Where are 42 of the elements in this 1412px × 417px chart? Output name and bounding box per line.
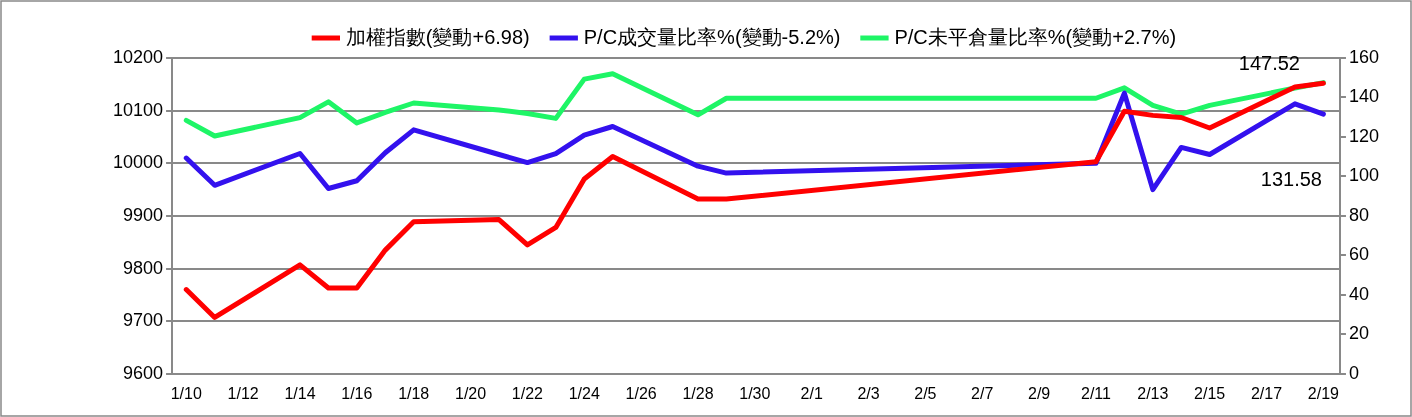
y2-tick-label: 160 xyxy=(1348,46,1380,67)
y-tick-label: 9900 xyxy=(123,204,164,225)
x-tick-label: 1/28 xyxy=(682,384,714,402)
y-tick-label: 9600 xyxy=(123,362,164,383)
x-tick-label: 2/5 xyxy=(914,384,937,402)
x-tick-label: 2/19 xyxy=(1307,384,1340,402)
y2-tick-label: 100 xyxy=(1348,165,1380,186)
x-tick-label: 2/9 xyxy=(1027,384,1051,402)
y2-tick-label: 140 xyxy=(1348,86,1380,107)
y2-tick-label: 120 xyxy=(1348,125,1380,146)
x-tick-label: 1/14 xyxy=(284,384,316,402)
x-tick-label: 1/22 xyxy=(511,384,544,402)
y-tick-label: 9700 xyxy=(123,310,164,331)
y2-tick-label: 80 xyxy=(1348,204,1369,225)
annotation: 131.58 xyxy=(1260,167,1322,190)
y2-tick-label: 20 xyxy=(1348,323,1369,344)
legend-label: P/C成交量比率%(變動-5.2%) xyxy=(583,25,841,48)
legend-label: P/C未平倉量比率%(變動+2.7%) xyxy=(894,25,1177,48)
x-tick-label: 2/11 xyxy=(1080,384,1112,402)
x-tick-label: 2/1 xyxy=(800,384,823,402)
x-tick-label: 2/17 xyxy=(1250,384,1283,402)
y-tick-label: 10000 xyxy=(112,152,164,173)
x-tick-label: 1/12 xyxy=(227,384,259,402)
x-tick-label: 1/26 xyxy=(625,384,657,402)
x-tick-label: 1/18 xyxy=(398,384,430,402)
x-tick-label: 1/16 xyxy=(341,384,373,402)
y-tick-label: 9800 xyxy=(123,257,164,278)
x-tick-label: 2/15 xyxy=(1194,384,1226,402)
x-tick-label: 1/24 xyxy=(568,384,600,402)
x-tick-label: 1/30 xyxy=(739,384,771,402)
x-tick-label: 2/3 xyxy=(857,384,880,402)
x-tick-label: 2/7 xyxy=(971,384,994,402)
annotation: 147.52 xyxy=(1238,51,1300,74)
y2-tick-label: 60 xyxy=(1348,244,1369,265)
y-tick-label: 10100 xyxy=(112,99,164,120)
legend-label: 加權指數(變動+6.98) xyxy=(345,25,530,48)
y-tick-label: 10200 xyxy=(112,46,164,67)
x-tick-label: 1/10 xyxy=(170,384,202,402)
x-tick-label: 2/13 xyxy=(1137,384,1169,402)
y2-tick-label: 40 xyxy=(1348,283,1369,304)
x-tick-label: 1/20 xyxy=(454,384,487,402)
y2-tick-label: 0 xyxy=(1348,362,1359,383)
